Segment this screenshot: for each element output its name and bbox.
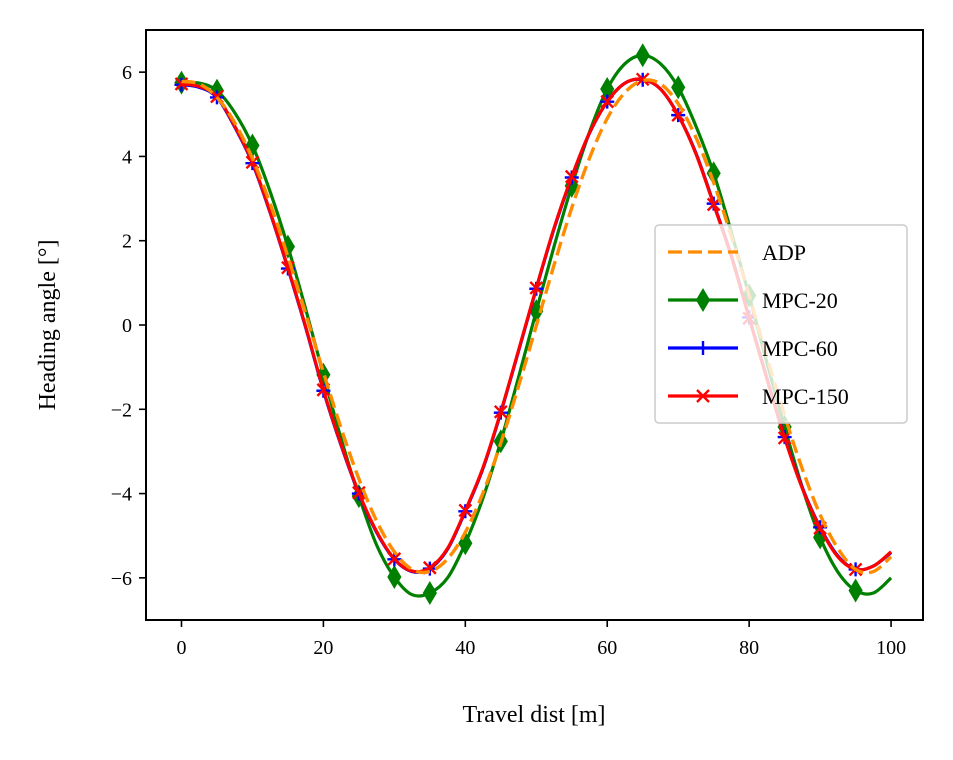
- data-point-mpc-150: [600, 94, 615, 109]
- legend-label: MPC-60: [762, 336, 838, 361]
- y-tick-label: 2: [122, 231, 132, 253]
- y-tick-label: −6: [111, 568, 132, 590]
- y-tick-label: −2: [111, 399, 132, 421]
- legend-label: MPC-20: [762, 288, 838, 313]
- data-point-mpc-150: [706, 197, 721, 212]
- data-point-mpc-20: [848, 578, 863, 603]
- data-point-mpc-150: [458, 503, 473, 518]
- y-axis-label: Heading angle [°]: [35, 240, 61, 411]
- data-point-mpc-20: [387, 565, 402, 589]
- data-point-mpc-150: [352, 485, 366, 500]
- y-tick-label: 4: [122, 146, 132, 168]
- x-tick-label: 100: [876, 637, 906, 659]
- data-point-mpc-150: [635, 72, 650, 87]
- legend: ADP MPC-20 MPC-60 MPC-150: [654, 224, 908, 424]
- data-point-mpc-150: [529, 281, 544, 295]
- x-tick-label: 80: [739, 637, 759, 659]
- y-tick-label: 0: [122, 315, 132, 337]
- legend-marker-mpc-20: [695, 288, 711, 312]
- x-tick-label: 40: [455, 637, 475, 659]
- y-tick-label: 6: [122, 62, 132, 84]
- legend-marker-mpc-60: [696, 341, 710, 355]
- data-point-mpc-20: [422, 581, 437, 606]
- y-tick-label: −4: [111, 484, 132, 506]
- legend-box: [654, 224, 908, 424]
- data-point-mpc-20: [671, 75, 686, 100]
- data-point-mpc-150: [564, 169, 579, 184]
- legend-label: ADP: [762, 240, 806, 265]
- data-point-mpc-150: [387, 552, 402, 566]
- legend-label: MPC-150: [762, 384, 849, 409]
- x-tick-label: 60: [597, 637, 617, 659]
- x-axis-label: Travel dist [m]: [462, 702, 605, 728]
- data-point-mpc-150: [777, 431, 792, 445]
- plot-frame: [145, 29, 924, 621]
- y-axis-ticks: −6 −4 −2 0 2 4 6: [111, 62, 146, 590]
- data-point-mpc-150: [493, 404, 508, 419]
- legend-marker-mpc-150: [696, 389, 710, 403]
- x-tick-label: 0: [176, 637, 186, 659]
- x-axis-ticks: 0 20 40 60 80 100: [176, 620, 906, 659]
- x-tick-label: 20: [313, 637, 333, 659]
- data-point-mpc-20: [635, 43, 650, 68]
